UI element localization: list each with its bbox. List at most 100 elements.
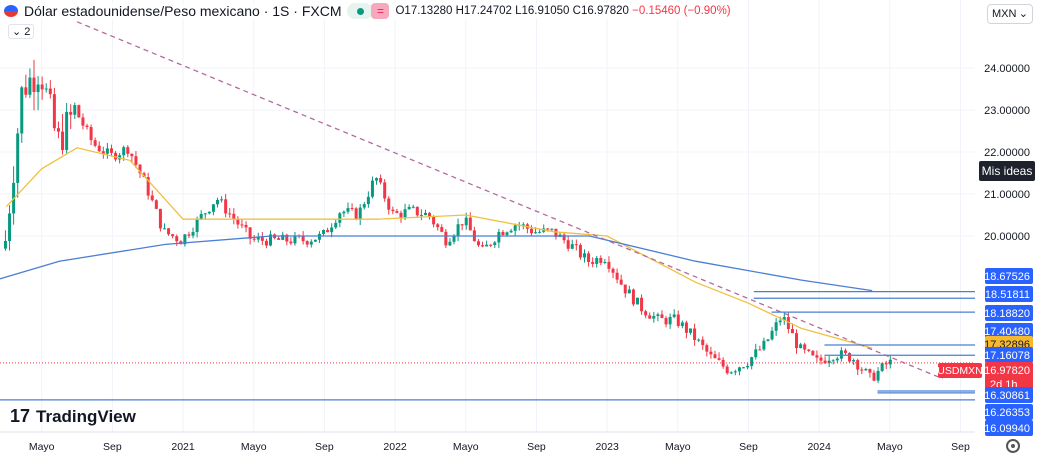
candle-body (664, 318, 668, 325)
candle-body (456, 224, 460, 236)
open-value: O17.13280 (395, 5, 453, 17)
candle (150, 190, 154, 202)
candle (591, 257, 595, 268)
candle (93, 137, 97, 148)
x-tick-label: Mayo (877, 441, 903, 453)
candle-body (529, 228, 533, 234)
candle (346, 202, 350, 214)
candle (664, 316, 668, 328)
candle (232, 208, 236, 225)
candle (130, 153, 134, 163)
price-label: 16.09940 (984, 423, 1030, 435)
candle-body (358, 207, 362, 220)
price-label: 16.30861 (984, 390, 1030, 402)
candle (852, 358, 856, 365)
candle-body (440, 227, 444, 232)
candle-body (191, 232, 195, 236)
candle (395, 208, 399, 214)
candle-body (464, 217, 468, 226)
tv-logo-icon: 17 (10, 406, 31, 426)
candle-body (36, 84, 40, 93)
x-tick-label: Sep (739, 441, 758, 453)
candle-body (379, 178, 383, 183)
candle (578, 243, 582, 260)
indicators-toggle[interactable]: ⌄ 2 (8, 24, 35, 39)
candle (167, 228, 171, 236)
candle-body (309, 241, 313, 245)
candle (8, 205, 12, 251)
candle-body (150, 195, 154, 201)
candle-body (770, 330, 774, 340)
candle-body (742, 367, 746, 369)
candle-body (183, 234, 187, 245)
candle (61, 114, 65, 155)
candle-body (134, 156, 138, 165)
currency-select[interactable]: MXN ⌄ (987, 4, 1033, 24)
candle-body (782, 317, 786, 321)
candle (733, 369, 737, 376)
candle (269, 230, 273, 247)
candle-body (733, 371, 737, 373)
candle-body (32, 77, 36, 93)
chevron-down-icon: ⌄ (1018, 8, 1028, 20)
currency-value: MXN (992, 8, 1017, 20)
candle-body (167, 228, 171, 235)
candle (423, 209, 427, 216)
candle (407, 204, 411, 210)
candle (713, 350, 717, 359)
candle-body (852, 360, 856, 362)
candle-body (676, 314, 680, 326)
candle (28, 68, 32, 99)
candle (81, 113, 85, 130)
candle (24, 74, 28, 98)
candle-body (444, 231, 448, 246)
symbol-title[interactable]: Dólar estadounidense/Peso mexicano · 1S … (24, 3, 342, 19)
my-ideas-button[interactable]: Mis ideas (979, 161, 1035, 181)
price-label-bg (985, 347, 1033, 363)
candle (12, 166, 16, 225)
candle (509, 228, 513, 233)
candle (391, 206, 395, 215)
candle-body (395, 211, 399, 213)
candle (815, 350, 819, 363)
candle (884, 360, 888, 370)
market-status-icon[interactable] (347, 3, 374, 19)
candle-body (611, 268, 615, 273)
candle-body (790, 329, 794, 334)
candle-body (574, 244, 578, 246)
candle-body (815, 355, 819, 358)
candle-body (224, 199, 228, 214)
candle (330, 223, 334, 238)
candle (387, 196, 391, 215)
candle-body (860, 369, 864, 371)
candle (668, 313, 672, 329)
trendline (76, 21, 944, 380)
candle-body (432, 216, 436, 225)
candle (260, 232, 264, 246)
candle (326, 227, 330, 233)
candle-body (607, 261, 611, 269)
candle-body (640, 297, 644, 312)
candle-body (428, 212, 432, 217)
equals-icon[interactable]: = (371, 3, 390, 19)
candle-body (101, 151, 105, 154)
candle (750, 356, 754, 370)
candle (672, 309, 676, 319)
candle (228, 208, 232, 218)
tradingview-logo[interactable]: 17 TradingView (10, 406, 136, 427)
candle (85, 123, 89, 130)
candle (839, 347, 843, 362)
candle (114, 150, 118, 162)
candle (101, 146, 105, 159)
candle-body (697, 339, 701, 341)
candle-body (285, 234, 289, 242)
candle (570, 239, 574, 250)
candle-body (211, 204, 215, 212)
candle-body (366, 196, 370, 205)
candle-body (452, 235, 456, 242)
candle (525, 222, 529, 234)
settings-icon[interactable] (1006, 439, 1020, 453)
candle-body (407, 206, 411, 210)
candle-body (109, 148, 113, 153)
